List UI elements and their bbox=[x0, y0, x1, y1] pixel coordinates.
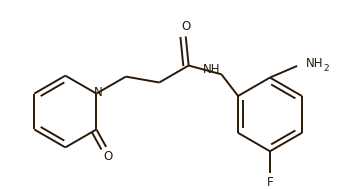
Text: O: O bbox=[103, 150, 113, 163]
Text: NH: NH bbox=[203, 64, 220, 76]
Text: F: F bbox=[267, 176, 273, 189]
Text: 2: 2 bbox=[324, 64, 329, 73]
Text: NH: NH bbox=[306, 57, 323, 70]
Text: O: O bbox=[181, 20, 190, 33]
Text: N: N bbox=[94, 86, 103, 99]
